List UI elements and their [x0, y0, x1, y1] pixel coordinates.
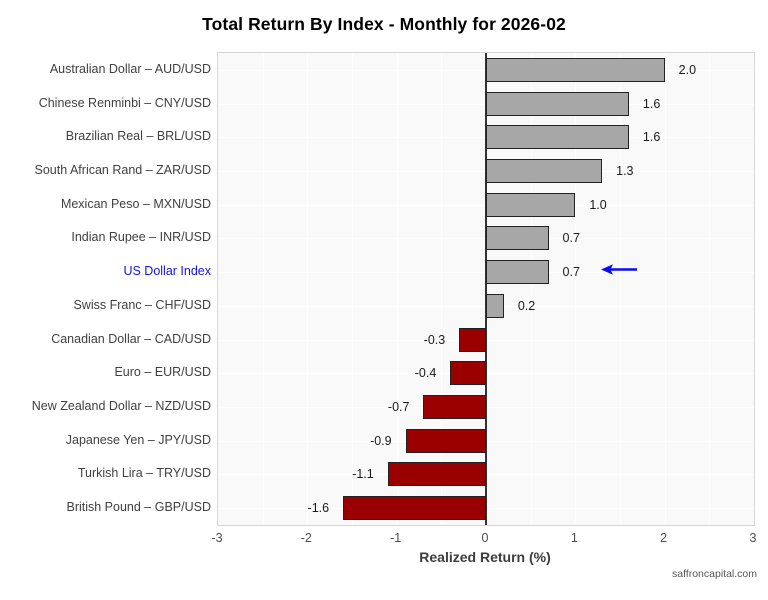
- gridline-vertical: [307, 53, 309, 525]
- category-label: US Dollar Index: [123, 264, 211, 279]
- bar-row-7: [486, 293, 504, 318]
- category-label: Brazilian Real – BRL/USD: [65, 129, 211, 144]
- bar-row-10: [423, 395, 486, 419]
- bar-value-label: -0.7: [387, 400, 410, 414]
- gridline-vertical: [664, 53, 666, 525]
- plot-panel: 2.0 1.6 1.6 1.3 1.0 0.7 0.7 0.2 -0.3 -0.4 -0.7 -0.9…: [217, 52, 755, 526]
- bar-row-11: [405, 428, 486, 453]
- bar-value-label: 2.0: [678, 62, 697, 77]
- bar-row-12: [387, 462, 486, 487]
- category-label: South African Rand – ZAR/USD: [34, 163, 211, 177]
- gridline-vertical: [709, 53, 711, 525]
- gridline-vertical: [396, 53, 398, 525]
- x-axis-ticks: -3 -2 -1 0 1 2 3: [211, 529, 756, 545]
- x-tick-label: 2: [660, 531, 668, 545]
- bar-value-label: 0.7: [562, 231, 580, 246]
- bar-value-label: -1.6: [307, 501, 330, 516]
- category-label: New Zealand Dollar – NZD/USD: [31, 399, 211, 413]
- gridline-vertical: [262, 53, 264, 525]
- bar-row-0: [486, 57, 665, 82]
- bar-row-8: [459, 327, 486, 352]
- bar-value-label: 1.6: [642, 96, 661, 111]
- bar-row-9: [450, 361, 486, 386]
- category-label: Euro – EUR/USD: [114, 365, 211, 380]
- category-label: Chinese Renminbi – CNY/USD: [38, 95, 211, 110]
- bar-row-4: [486, 192, 576, 217]
- bar-row-2: [486, 125, 629, 150]
- gridline-vertical: [575, 53, 577, 525]
- x-tick-label: 1: [570, 531, 578, 545]
- category-label: Canadian Dollar – CAD/USD: [51, 331, 211, 346]
- bar-row-13: [343, 496, 486, 521]
- bar-value-label: 1.6: [642, 130, 661, 145]
- bar-row-1: [486, 91, 629, 116]
- footer-watermark: saffroncapital.com: [671, 568, 757, 580]
- category-label: Swiss Franc – CHF/USD: [73, 297, 211, 312]
- category-label: Japanese Yen – JPY/USD: [65, 432, 211, 447]
- x-tick-label: 3: [749, 531, 757, 545]
- gridline-vertical: [352, 53, 353, 525]
- gridline-vertical: [530, 53, 532, 525]
- x-tick-label: -2: [300, 531, 312, 545]
- bar-value-label: -1.1: [352, 467, 374, 482]
- category-axis: Australian Dollar – AUD/USD Chinese Renmi…: [0, 52, 211, 524]
- category-label: Mexican Peso – MXN/USD: [60, 196, 211, 211]
- category-label: British Pound – GBP/USD: [66, 500, 211, 515]
- bar-value-label: -0.3: [423, 332, 446, 347]
- x-tick-label: -1: [390, 531, 402, 545]
- chart-title: Total Return By Index - Monthly for 2026…: [202, 14, 566, 34]
- x-tick-label: -3: [211, 531, 223, 545]
- bar-value-label: 0.2: [517, 298, 536, 313]
- bar-value-label: -0.9: [370, 433, 392, 448]
- zero-axis-line: [485, 53, 487, 525]
- bar-row-5: [486, 226, 549, 251]
- gridline-vertical: [620, 53, 621, 525]
- category-label: Turkish Lira – TRY/USD: [77, 466, 211, 481]
- gridline-vertical: [441, 53, 443, 525]
- bar-value-label: 1.3: [616, 164, 634, 178]
- bar-value-label: 1.0: [589, 197, 607, 212]
- highlight-arrow-icon: [600, 263, 638, 281]
- bar-row-3: [486, 159, 603, 183]
- bar-value-label: -0.4: [414, 366, 437, 381]
- x-tick-label: 0: [481, 531, 489, 545]
- bar-us-dollar-index: [486, 260, 549, 285]
- category-label: Indian Rupee – INR/USD: [71, 230, 211, 245]
- bar-value-label: 0.7: [562, 265, 580, 280]
- x-axis-title: Realized Return (%): [419, 549, 551, 565]
- category-label: Australian Dollar – AUD/USD: [49, 61, 211, 76]
